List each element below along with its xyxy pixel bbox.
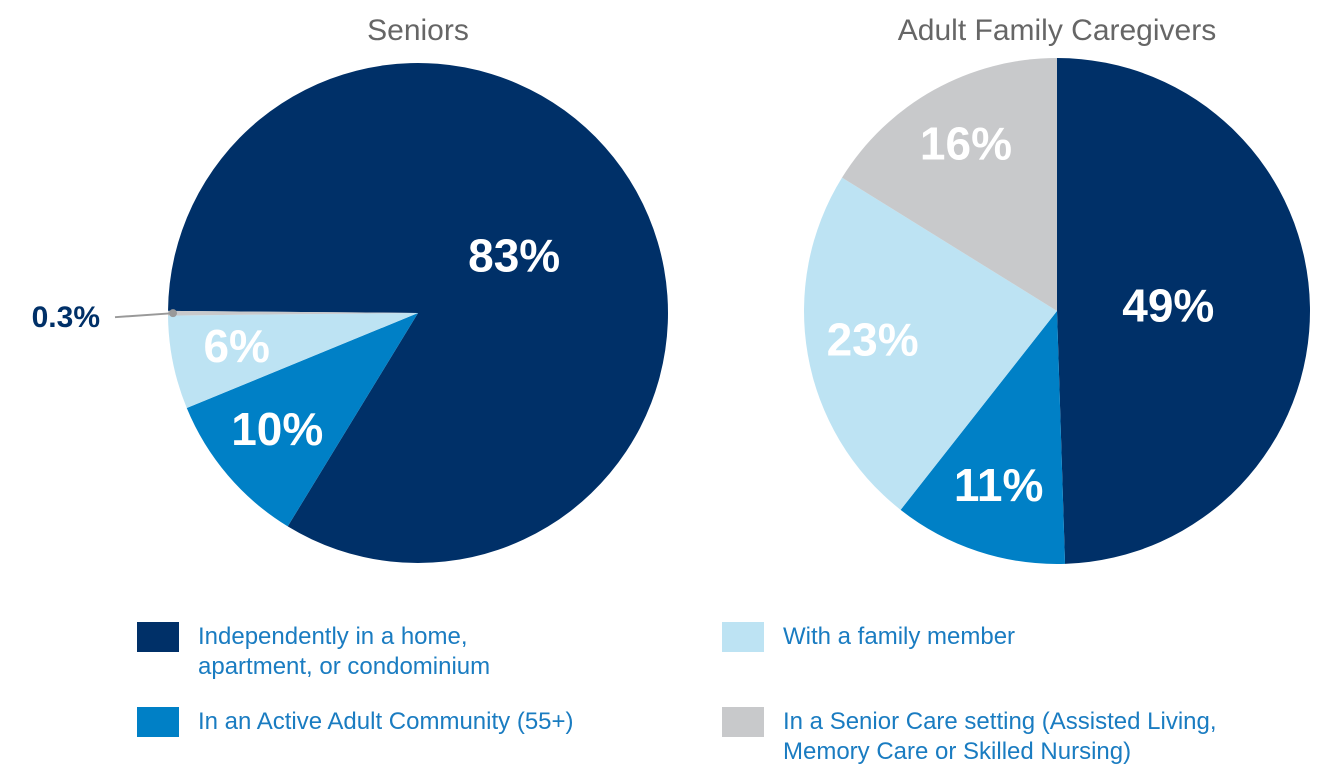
value-label: 0.3% [32, 301, 100, 334]
legend-label: In an Active Adult Community (55+) [198, 708, 574, 735]
pie-slice [168, 310, 418, 316]
leader-dot [169, 309, 178, 318]
legend-item: Independently in a home, apartment, or c… [137, 622, 568, 682]
pie-slice [186, 313, 418, 527]
value-label: 10% [231, 403, 323, 455]
pie-slice [842, 58, 1057, 311]
legend-item: In a Senior Care setting (Assisted Livin… [722, 707, 1243, 765]
leader-line [114, 312, 174, 319]
legend-item: In an Active Adult Community (55+) [137, 707, 678, 737]
value-label: 16% [920, 118, 1012, 170]
pie-slice [803, 177, 1057, 510]
value-label: 83% [468, 230, 560, 282]
legend-label: In a Senior Care setting (Assisted Livin… [783, 708, 1217, 765]
legend-label: With a family member [783, 623, 1016, 650]
value-label: 11% [954, 459, 1044, 511]
legend-swatch [137, 707, 179, 737]
legend-label: Independently in a home, apartment, or c… [198, 623, 491, 680]
value-label: 6% [203, 320, 269, 372]
pie-slice [1057, 57, 1311, 564]
value-label: 49% [1122, 279, 1214, 331]
chart-title: Adult Family Caregivers [898, 14, 1216, 47]
legend-item: With a family member [722, 622, 1263, 652]
pie-slice [168, 313, 418, 409]
legend-swatch [137, 622, 179, 652]
legend-swatch [722, 622, 764, 652]
pie-slice [168, 63, 668, 564]
value-label: 23% [827, 314, 919, 366]
pie-slice [900, 311, 1066, 564]
charts: Seniors 83% 10% 6% 0.3% Adult Family Caregive… [32, 14, 1311, 564]
chart-title: Seniors [367, 14, 469, 47]
legend-swatch [722, 707, 764, 737]
